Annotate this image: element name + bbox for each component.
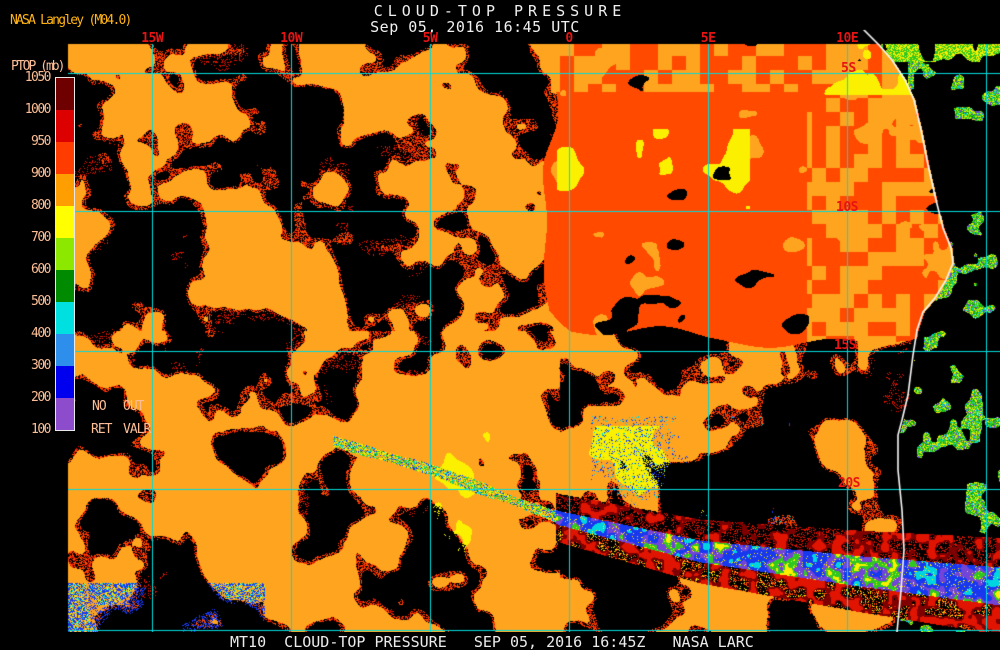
colorbar-tick: 900 <box>31 166 51 181</box>
colorbar-segment <box>56 270 74 302</box>
lat-label-5S: 5S <box>841 61 856 76</box>
flag-label-no: NO <box>92 399 107 414</box>
lon-label-10E: 10E <box>836 31 859 46</box>
colorbar-tick: 600 <box>31 262 51 277</box>
lon-label-15W: 15W <box>141 31 164 46</box>
colorbar-segment <box>56 398 74 430</box>
lat-label-10S: 10S <box>836 200 858 215</box>
source-label: NASA Langley (M04.0) <box>10 13 132 28</box>
colorbar-tick: 1050 <box>24 70 52 85</box>
colorbar-segment <box>56 142 74 174</box>
lon-label-0: 0 <box>565 31 573 46</box>
page-title: CLOUD-TOP PRESSURE <box>373 2 627 20</box>
lon-label-10W: 10W <box>280 31 303 46</box>
colorbar-segment <box>56 238 74 270</box>
flag-label-valr: VALR <box>123 422 151 437</box>
flag-label-ret: RET <box>91 422 113 437</box>
lon-label-5W: 5W <box>422 31 438 46</box>
lon-label-5E: 5E <box>700 31 716 46</box>
colorbar-segment <box>56 174 74 206</box>
lat-label-20S: 20S <box>838 476 860 491</box>
colorbar-tick: 300 <box>31 358 51 373</box>
colorbar-segment <box>56 366 74 398</box>
colorbar-tick: 800 <box>31 198 51 213</box>
footer-bar <box>0 632 1000 650</box>
colorbar-tick: 400 <box>31 326 51 341</box>
colorbar-tick: 500 <box>31 294 51 309</box>
colorbar-tick: 100 <box>31 422 51 437</box>
colorbar-tick: 200 <box>31 390 51 405</box>
colorbar-tick: 950 <box>31 134 51 149</box>
pressure-colorbar <box>55 77 75 431</box>
colorbar-title: PTOP (mb) <box>11 59 65 74</box>
footer-text: MT10 CLOUD-TOP PRESSURE SEP 05, 2016 16:… <box>230 633 754 650</box>
timestamp: Sep 05, 2016 16:45 UTC <box>370 18 580 36</box>
colorbar-tick: 700 <box>31 230 51 245</box>
colorbar-segment <box>56 302 74 334</box>
lat-label-15S: 15S <box>834 338 856 353</box>
colorbar-segment <box>56 110 74 142</box>
colorbar-segment <box>56 78 74 110</box>
flag-label-out: OUT <box>123 399 145 414</box>
colorbar-segment <box>56 206 74 238</box>
colorbar-segment <box>56 334 74 366</box>
colorbar-tick: 1000 <box>24 102 52 117</box>
